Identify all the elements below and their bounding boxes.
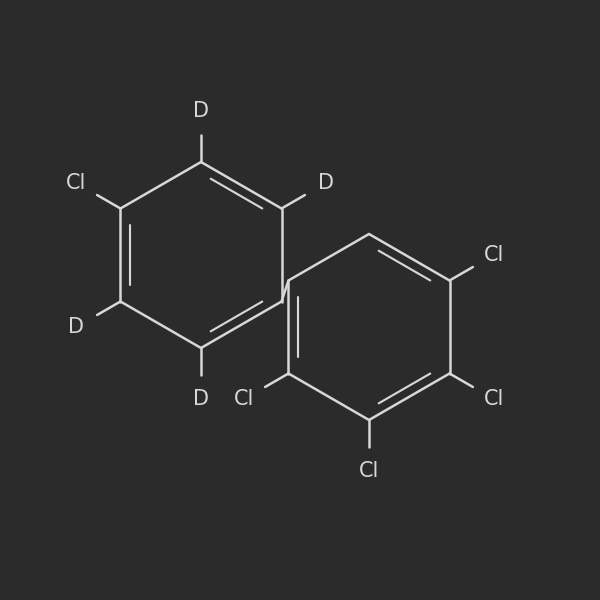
Text: Cl: Cl: [66, 173, 86, 193]
Text: Cl: Cl: [484, 389, 504, 409]
Text: D: D: [318, 173, 334, 193]
Text: D: D: [68, 317, 84, 337]
Text: Cl: Cl: [359, 461, 379, 481]
Text: Cl: Cl: [484, 245, 504, 265]
Text: D: D: [193, 389, 209, 409]
Text: Cl: Cl: [234, 389, 254, 409]
Text: D: D: [193, 101, 209, 121]
